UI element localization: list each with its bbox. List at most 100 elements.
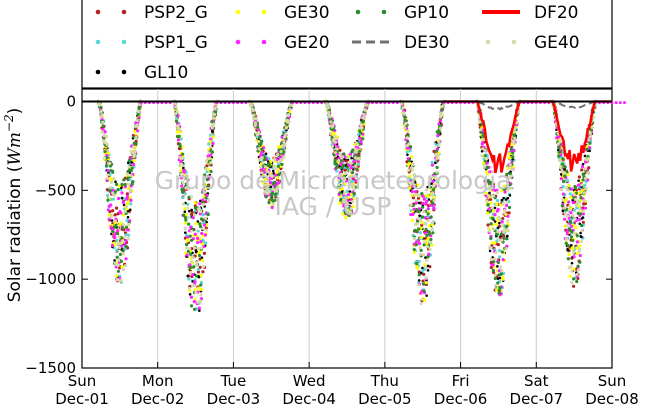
data-point: [423, 298, 427, 302]
data-point: [575, 279, 579, 284]
data-point: [200, 256, 204, 259]
data-point: [202, 251, 206, 256]
data-point: [496, 265, 499, 268]
data-point: [120, 265, 124, 269]
data-point: [119, 186, 123, 190]
data-point: [110, 169, 115, 173]
data-point: [583, 160, 588, 164]
data-point: [487, 194, 491, 198]
data-point: [422, 272, 426, 276]
data-point: [187, 286, 192, 290]
data-point: [512, 148, 516, 153]
data-point: [512, 141, 516, 145]
data-point: [431, 221, 435, 225]
data-point: [126, 161, 130, 165]
data-point: [345, 208, 350, 212]
data-point: [122, 235, 127, 239]
data-point: [125, 192, 129, 196]
data-point: [354, 164, 358, 168]
data-point: [185, 253, 189, 257]
data-point: [126, 228, 130, 232]
data-point: [486, 202, 490, 207]
data-point: [121, 267, 125, 272]
data-point: [430, 182, 433, 185]
data-point: [204, 166, 208, 171]
data-point: [270, 174, 274, 178]
data-point: [110, 219, 114, 222]
data-point: [413, 181, 417, 184]
legend-label: GP10: [404, 3, 449, 23]
data-point: [183, 210, 187, 214]
data-point: [124, 225, 129, 229]
data-point: [105, 193, 110, 197]
data-point: [208, 139, 213, 144]
data-point: [404, 121, 408, 125]
data-point: [201, 265, 206, 269]
data-point: [326, 110, 331, 115]
data-point: [189, 229, 194, 233]
data-point: [99, 105, 103, 109]
data-point: [484, 192, 488, 196]
data-point: [573, 217, 577, 221]
data-point: [184, 242, 189, 247]
data-point: [506, 219, 510, 223]
legend-marker: [95, 39, 101, 45]
data-point: [411, 196, 415, 200]
data-point: [578, 222, 582, 226]
series-ge40-day-1: [97, 99, 144, 283]
x-tick-label-day: Sun: [598, 372, 627, 390]
data-point: [347, 213, 351, 218]
data-point: [340, 187, 344, 191]
data-point: [495, 232, 500, 236]
data-point: [117, 235, 121, 239]
data-point: [414, 243, 418, 247]
x-tick-label-day: Fri: [452, 372, 470, 390]
data-point: [261, 161, 265, 165]
data-point: [580, 235, 583, 239]
data-point: [575, 272, 579, 276]
y-axis-label-main: Solar radiation (: [5, 166, 25, 303]
data-point: [131, 180, 135, 184]
data-point: [114, 180, 117, 184]
data-point: [199, 199, 202, 203]
data-point: [100, 113, 104, 117]
data-point: [412, 236, 416, 240]
legend-label: DE30: [404, 33, 449, 53]
data-point: [333, 158, 337, 162]
data-point: [343, 182, 347, 186]
data-point: [355, 167, 359, 171]
data-point: [106, 176, 110, 181]
data-point: [508, 152, 512, 156]
data-point: [418, 252, 422, 256]
data-point: [582, 199, 586, 203]
data-point: [125, 197, 129, 201]
x-tick-label-day: Sun: [68, 372, 97, 390]
data-point: [196, 247, 201, 251]
legend-label: GE40: [534, 33, 580, 53]
data-point: [431, 231, 435, 235]
data-point: [273, 180, 277, 185]
data-point: [109, 203, 113, 207]
data-point: [575, 234, 579, 238]
data-point: [116, 196, 121, 201]
data-point: [583, 167, 587, 171]
data-point: [410, 168, 415, 172]
data-point: [434, 149, 438, 153]
data-point: [188, 266, 192, 270]
data-point: [212, 135, 216, 139]
data-point: [499, 232, 503, 236]
data-point: [186, 215, 191, 220]
data-point: [125, 172, 129, 176]
data-point: [428, 185, 433, 189]
data-point: [415, 222, 419, 226]
data-point: [208, 145, 213, 149]
data-point: [489, 201, 493, 205]
data-point: [284, 132, 288, 136]
data-point: [108, 189, 112, 193]
data-point: [348, 190, 352, 193]
data-point: [280, 144, 284, 148]
data-point: [420, 235, 424, 240]
data-point: [354, 179, 358, 183]
data-point: [564, 237, 569, 241]
plot-frame: [81, 88, 613, 369]
